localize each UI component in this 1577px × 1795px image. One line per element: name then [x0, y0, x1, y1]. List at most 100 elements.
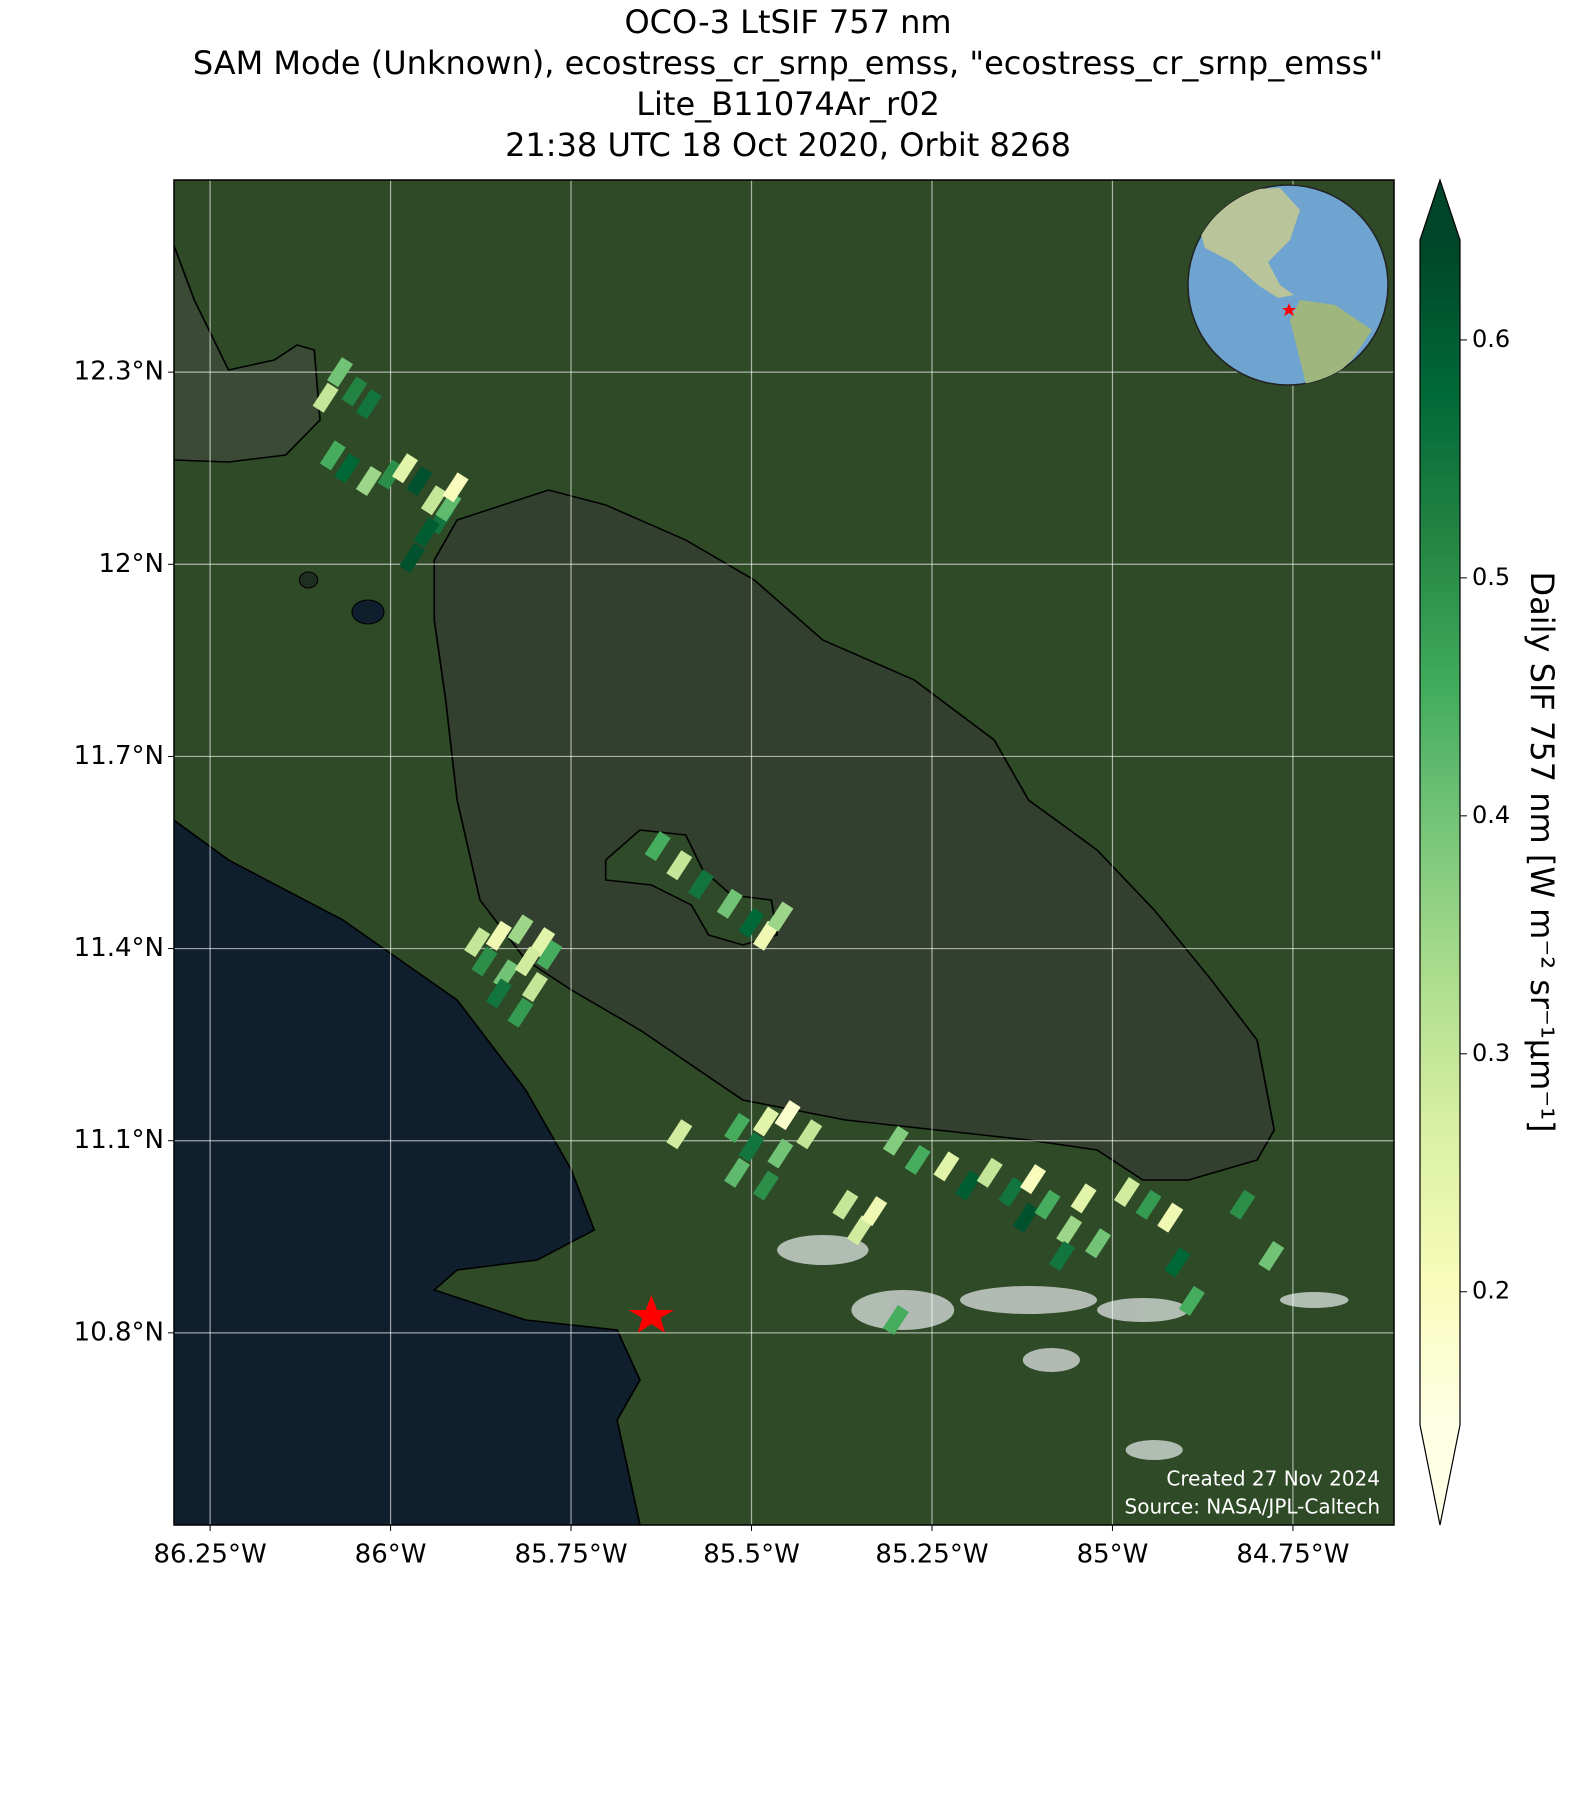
- y-tick-label: 11.7°N: [74, 741, 164, 771]
- x-tick-label: 86.25°W: [154, 1540, 267, 1570]
- sif-cell: [514, 946, 541, 977]
- sif-cell: [420, 485, 447, 516]
- y-tick-label: 10.8°N: [74, 1317, 164, 1347]
- sif-cell: [1085, 1228, 1112, 1259]
- sif-cell: [752, 1106, 779, 1137]
- sif-cell: [442, 472, 469, 503]
- credit: Created 27 Nov 2024: [1166, 1467, 1380, 1491]
- credit: Source: NASA/JPL-Caltech: [1125, 1495, 1380, 1519]
- sif-cell: [666, 1119, 693, 1150]
- sif-cell: [933, 1151, 960, 1182]
- sif-cell: [644, 831, 671, 862]
- sif-cell: [399, 542, 426, 573]
- clouds: [777, 1235, 1349, 1460]
- sif-cell: [724, 1112, 751, 1143]
- sif-cell: [507, 997, 534, 1028]
- sif-cell: [1157, 1202, 1184, 1233]
- x-tick-label: 85.25°W: [875, 1540, 988, 1570]
- colorbar: 0.2 0.3 0.4 0.5 0.6: [1419, 178, 1510, 1526]
- sif-cell: [738, 1132, 765, 1163]
- sif-cell: [955, 1170, 982, 1201]
- sif-cell: [1164, 1247, 1191, 1278]
- sif-cell: [485, 978, 512, 1009]
- target-star: [628, 1295, 675, 1333]
- sif-cell: [312, 382, 339, 413]
- sif-cell: [832, 1189, 859, 1220]
- sif-cell: [752, 920, 779, 951]
- sif-cell: [1229, 1189, 1256, 1220]
- x-tick-label: 85°W: [1077, 1540, 1149, 1570]
- colorbar-tick-label: 0.5: [1472, 563, 1510, 591]
- y-tick-label: 12.3°N: [74, 357, 164, 387]
- colorbar-tick-label: 0.3: [1472, 1039, 1510, 1067]
- sif-cell: [521, 972, 548, 1002]
- sif-cell: [1135, 1189, 1162, 1220]
- sif-cell: [327, 357, 354, 388]
- sif-cell: [334, 453, 361, 484]
- sif-cell: [507, 914, 534, 945]
- globe-land: [1290, 300, 1372, 385]
- sif-cell: [355, 389, 382, 420]
- sif-cell: [846, 1215, 873, 1246]
- colorbar-tick-label: 0.6: [1472, 325, 1510, 353]
- sif-cell: [904, 1144, 931, 1175]
- sif-cell: [413, 517, 440, 548]
- sif-cell: [767, 1138, 794, 1169]
- sif-cell: [752, 1170, 779, 1201]
- sif-cell: [716, 888, 743, 919]
- colorbar-label: Daily SIF 757 nm [W m⁻² sr⁻¹μm⁻¹]: [1523, 572, 1561, 1133]
- globe-star: [1282, 303, 1296, 316]
- sif-cell: [882, 1305, 909, 1336]
- sif-cell: [882, 1125, 909, 1156]
- colorbar-tick-label: 0.4: [1472, 801, 1510, 829]
- title-line: OCO-3 LtSIF 757 nm: [624, 3, 951, 41]
- sif-cell: [471, 946, 498, 977]
- colorbar-outline: [1419, 178, 1461, 1526]
- colorbar-extend: [1420, 1425, 1460, 1525]
- x-tick-label: 86°W: [355, 1540, 427, 1570]
- sif-cell: [1056, 1215, 1083, 1246]
- sif-cell: [485, 920, 512, 951]
- sif-cell: [341, 376, 368, 407]
- sif-cell: [998, 1176, 1025, 1207]
- y-tick-label: 12°N: [98, 549, 164, 579]
- sif-cells: [312, 357, 1285, 1336]
- sif-cell: [1012, 1202, 1039, 1233]
- sif-cell: [392, 453, 419, 484]
- sif-cell: [406, 466, 433, 497]
- colorbar-tick-label: 0.2: [1472, 1277, 1510, 1305]
- map: Created 27 Nov 2024 Source: NASA/JPL-Cal…: [174, 180, 1394, 1525]
- ocean: [174, 819, 641, 1525]
- sif-cell: [861, 1196, 888, 1227]
- x-tick-label: 85.75°W: [514, 1540, 627, 1570]
- sif-cell: [355, 466, 382, 497]
- title-line: SAM Mode (Unknown), ecostress_cr_srnp_em…: [193, 44, 1383, 82]
- map-frame: [173, 179, 1395, 1526]
- sif-cell: [767, 901, 794, 932]
- sif-cell: [536, 939, 563, 970]
- title-line: Lite_B11074Ar_r02: [636, 85, 940, 123]
- sif-cell: [1020, 1164, 1047, 1195]
- lagoon: [351, 599, 385, 625]
- sif-cell: [464, 927, 491, 958]
- sif-cell: [529, 927, 556, 958]
- colorbar-scale: [1420, 240, 1460, 1425]
- y-tick-label: 11.4°N: [74, 933, 164, 963]
- sif-cell: [796, 1119, 823, 1150]
- x-tick-label: 84.75°W: [1236, 1540, 1349, 1570]
- sif-cell: [1034, 1189, 1061, 1220]
- globe-inset: [1187, 184, 1389, 386]
- sif-cell: [377, 459, 404, 490]
- sif-cell: [687, 869, 714, 900]
- sif-cell: [666, 850, 693, 881]
- sif-cell: [1113, 1176, 1140, 1207]
- sif-cell: [774, 1100, 801, 1131]
- title-line: 21:38 UTC 18 Oct 2020, Orbit 8268: [505, 126, 1071, 164]
- sif-cell: [976, 1157, 1003, 1188]
- sif-cell: [1258, 1241, 1285, 1271]
- x-tick-label: 85.5°W: [703, 1540, 800, 1570]
- sif-cell: [1178, 1285, 1205, 1316]
- sif-cell: [724, 1157, 751, 1188]
- colorbar-extend: [1420, 180, 1460, 240]
